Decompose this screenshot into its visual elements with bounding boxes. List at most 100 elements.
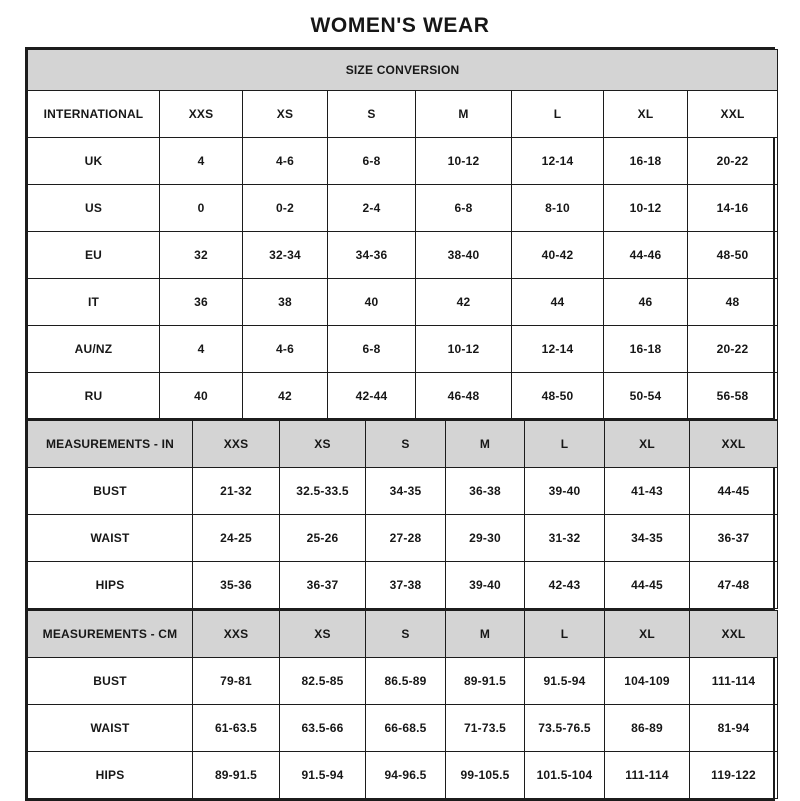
cell-bust-in-xs: 32.5-33.5 bbox=[279, 467, 366, 515]
column-header-l: L bbox=[524, 420, 605, 468]
cell-it-xl: 46 bbox=[603, 278, 688, 326]
cell-ru-s: 42-44 bbox=[327, 372, 416, 420]
cell-ru-l: 48-50 bbox=[511, 372, 604, 420]
cell-hips-in-xxs: 35-36 bbox=[192, 561, 280, 609]
cell-hips-in-s: 37-38 bbox=[365, 561, 446, 609]
row-label-uk: UK bbox=[27, 137, 160, 185]
table-header-row: MEASUREMENTS - IN XXS XS S M L XL XXL bbox=[27, 420, 778, 468]
cell-waist-cm-xxl: 81-94 bbox=[689, 704, 778, 752]
cell-waist-in-m: 29-30 bbox=[445, 514, 525, 562]
cell-waist-in-xl: 34-35 bbox=[604, 514, 690, 562]
column-header-m: M bbox=[445, 610, 525, 658]
column-header-measurements-in: MEASUREMENTS - IN bbox=[27, 420, 193, 468]
cell-us-m: 6-8 bbox=[415, 184, 512, 232]
column-header-xs: XS bbox=[279, 420, 366, 468]
table-row: WAIST 24-25 25-26 27-28 29-30 31-32 34-3… bbox=[27, 514, 778, 562]
cell-us-xl: 10-12 bbox=[603, 184, 688, 232]
cell-eu-m: 38-40 bbox=[415, 231, 512, 279]
column-header-xl: XL bbox=[604, 420, 690, 468]
row-label-hips-cm: HIPS bbox=[27, 751, 193, 799]
size-conversion-table: SIZE CONVERSION INTERNATIONAL XXS XS S M… bbox=[26, 49, 779, 420]
column-header-xs: XS bbox=[242, 90, 328, 138]
cell-aunz-xl: 16-18 bbox=[603, 325, 688, 373]
measurements-cm-body: MEASUREMENTS - CM XXS XS S M L XL XXL BU… bbox=[27, 610, 778, 799]
cell-it-s: 40 bbox=[327, 278, 416, 326]
column-header-xl: XL bbox=[604, 610, 690, 658]
column-header-xxl: XXL bbox=[689, 420, 778, 468]
cell-eu-xl: 44-46 bbox=[603, 231, 688, 279]
cell-waist-cm-m: 71-73.5 bbox=[445, 704, 525, 752]
cell-bust-in-xxl: 44-45 bbox=[689, 467, 778, 515]
cell-it-xs: 38 bbox=[242, 278, 328, 326]
row-label-eu: EU bbox=[27, 231, 160, 279]
table-row: UK 4 4-6 6-8 10-12 12-14 16-18 20-22 bbox=[27, 137, 779, 185]
row-label-aunz: AU/NZ bbox=[27, 325, 160, 373]
cell-waist-in-xs: 25-26 bbox=[279, 514, 366, 562]
column-header-xxl: XXL bbox=[686, 90, 779, 138]
cell-uk-xxl: 20-22 bbox=[686, 137, 779, 185]
cell-hips-in-xl: 44-45 bbox=[604, 561, 690, 609]
cell-eu-l: 40-42 bbox=[511, 231, 604, 279]
cell-aunz-s: 6-8 bbox=[327, 325, 416, 373]
cell-bust-cm-xxl: 111-114 bbox=[689, 657, 778, 705]
measurements-cm-table-block: MEASUREMENTS - CM XXS XS S M L XL XXL BU… bbox=[25, 608, 778, 801]
cell-bust-in-xxs: 21-32 bbox=[192, 467, 280, 515]
cell-waist-cm-s: 66-68.5 bbox=[365, 704, 446, 752]
cell-waist-cm-xs: 63.5-66 bbox=[279, 704, 366, 752]
table-row: EU 32 32-34 34-36 38-40 40-42 44-46 48-5… bbox=[27, 231, 779, 279]
cell-eu-xxl: 48-50 bbox=[686, 231, 779, 279]
row-label-ru: RU bbox=[27, 372, 160, 420]
measurements-inches-table-block: MEASUREMENTS - IN XXS XS S M L XL XXL BU… bbox=[25, 418, 778, 611]
measurements-inches-table: MEASUREMENTS - IN XXS XS S M L XL XXL BU… bbox=[27, 420, 778, 609]
table-band-row: SIZE CONVERSION bbox=[26, 49, 779, 91]
cell-us-xxl: 14-16 bbox=[686, 184, 779, 232]
cell-hips-in-xxl: 47-48 bbox=[689, 561, 778, 609]
cell-aunz-xs: 4-6 bbox=[242, 325, 328, 373]
table-row: HIPS 35-36 36-37 37-38 39-40 42-43 44-45… bbox=[27, 561, 778, 609]
cell-bust-cm-l: 91.5-94 bbox=[524, 657, 605, 705]
cell-us-xxs: 0 bbox=[159, 184, 243, 232]
column-header-m: M bbox=[445, 420, 525, 468]
cell-bust-cm-s: 86.5-89 bbox=[365, 657, 446, 705]
cell-uk-xl: 16-18 bbox=[603, 137, 688, 185]
row-label-it: IT bbox=[27, 278, 160, 326]
cell-bust-in-l: 39-40 bbox=[524, 467, 605, 515]
column-header-international: INTERNATIONAL bbox=[27, 90, 160, 138]
cell-us-s: 2-4 bbox=[327, 184, 416, 232]
cell-aunz-xxs: 4 bbox=[159, 325, 243, 373]
table-row: AU/NZ 4 4-6 6-8 10-12 12-14 16-18 20-22 bbox=[27, 325, 779, 373]
cell-eu-xxs: 32 bbox=[159, 231, 243, 279]
column-header-xs: XS bbox=[279, 610, 366, 658]
cell-hips-cm-xs: 91.5-94 bbox=[279, 751, 366, 799]
table-row: US 0 0-2 2-4 6-8 8-10 10-12 14-16 bbox=[27, 184, 779, 232]
table-row: RU 40 42 42-44 46-48 48-50 50-54 56-58 bbox=[27, 372, 779, 420]
cell-bust-cm-xs: 82.5-85 bbox=[279, 657, 366, 705]
cell-us-xs: 0-2 bbox=[242, 184, 328, 232]
cell-bust-cm-m: 89-91.5 bbox=[445, 657, 525, 705]
size-conversion-band-label: SIZE CONVERSION bbox=[26, 49, 779, 91]
row-label-hips-in: HIPS bbox=[27, 561, 193, 609]
cell-hips-in-l: 42-43 bbox=[524, 561, 605, 609]
cell-us-l: 8-10 bbox=[511, 184, 604, 232]
cell-ru-xxl: 56-58 bbox=[686, 372, 779, 420]
cell-bust-in-s: 34-35 bbox=[365, 467, 446, 515]
cell-bust-cm-xl: 104-109 bbox=[604, 657, 690, 705]
cell-hips-in-xs: 36-37 bbox=[279, 561, 366, 609]
cell-waist-in-xxs: 24-25 bbox=[192, 514, 280, 562]
cell-waist-in-s: 27-28 bbox=[365, 514, 446, 562]
column-header-l: L bbox=[524, 610, 605, 658]
measurements-inches-body: MEASUREMENTS - IN XXS XS S M L XL XXL BU… bbox=[27, 420, 778, 609]
cell-aunz-xxl: 20-22 bbox=[686, 325, 779, 373]
cell-hips-cm-xxl: 119-122 bbox=[689, 751, 778, 799]
table-row: IT 36 38 40 42 44 46 48 bbox=[27, 278, 779, 326]
table-row: BUST 21-32 32.5-33.5 34-35 36-38 39-40 4… bbox=[27, 467, 778, 515]
cell-hips-cm-l: 101.5-104 bbox=[524, 751, 605, 799]
cell-uk-s: 6-8 bbox=[327, 137, 416, 185]
table-header-row: INTERNATIONAL XXS XS S M L XL XXL bbox=[27, 90, 779, 138]
cell-hips-cm-xl: 111-114 bbox=[604, 751, 690, 799]
cell-it-xxs: 36 bbox=[159, 278, 243, 326]
column-header-m: M bbox=[415, 90, 512, 138]
cell-uk-xxs: 4 bbox=[159, 137, 243, 185]
table-row: BUST 79-81 82.5-85 86.5-89 89-91.5 91.5-… bbox=[27, 657, 778, 705]
